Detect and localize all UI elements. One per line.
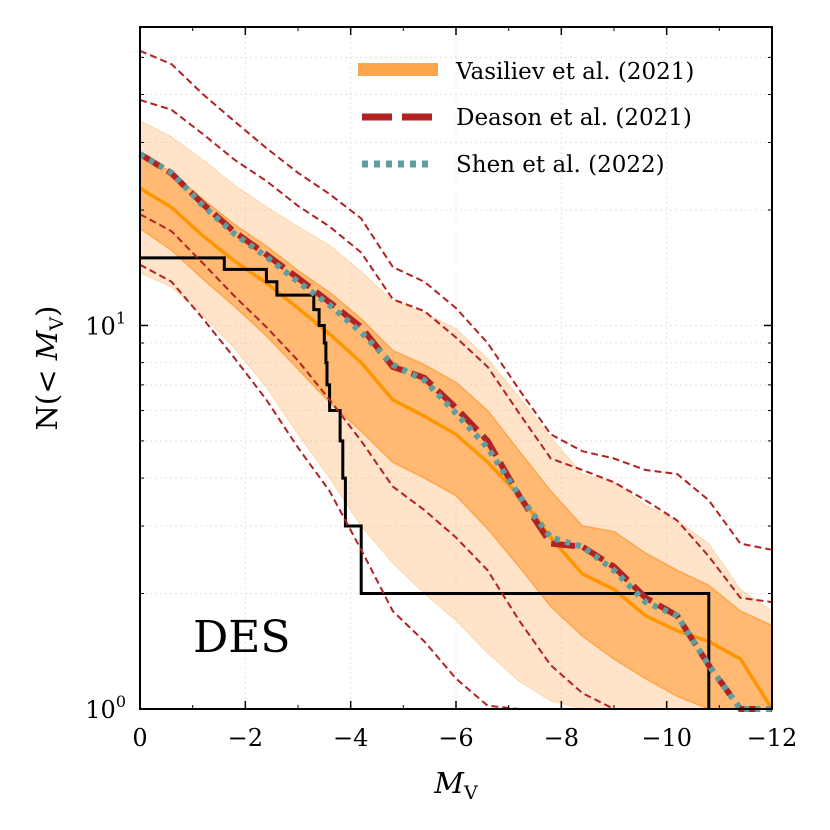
x-axis-title: MV	[433, 766, 478, 804]
x-tick-label: −8	[544, 724, 579, 752]
x-tick-label: −2	[228, 724, 263, 752]
deason-inner-lower-line	[139, 213, 772, 710]
deason-inner-upper-line	[139, 99, 773, 604]
deason-band-lines	[139, 49, 773, 710]
x-tick-label: −4	[333, 724, 368, 752]
legend-swatch-vasiliev	[358, 63, 438, 76]
shen-median-series	[138, 151, 772, 712]
legend-label-vasiliev: Vasiliev et al. (2021)	[455, 59, 694, 85]
legend: Vasiliev et al. (2021) Deason et al. (20…	[358, 59, 694, 178]
y-axis-title: N(< MV)	[30, 306, 68, 431]
panel-label: DES	[193, 612, 291, 663]
y-tick-label: 100	[85, 692, 126, 724]
shen-median-line	[138, 151, 772, 712]
x-tick-label: −6	[438, 724, 473, 752]
x-tick-label: −12	[747, 724, 798, 752]
legend-label-shen: Shen et al. (2022)	[456, 152, 665, 178]
deason-outer-upper-line	[139, 49, 773, 551]
legend-label-deason: Deason et al. (2021)	[456, 105, 692, 131]
des-step-series	[140, 256, 711, 709]
y-tick-label: 101	[85, 308, 126, 340]
ticks: 0 −2 −4 −6 −8 −10 −12 100 101	[85, 27, 797, 752]
des-observed-step-line	[140, 256, 711, 709]
x-tick-label: 0	[132, 724, 147, 752]
x-tick-label: −10	[641, 724, 692, 752]
